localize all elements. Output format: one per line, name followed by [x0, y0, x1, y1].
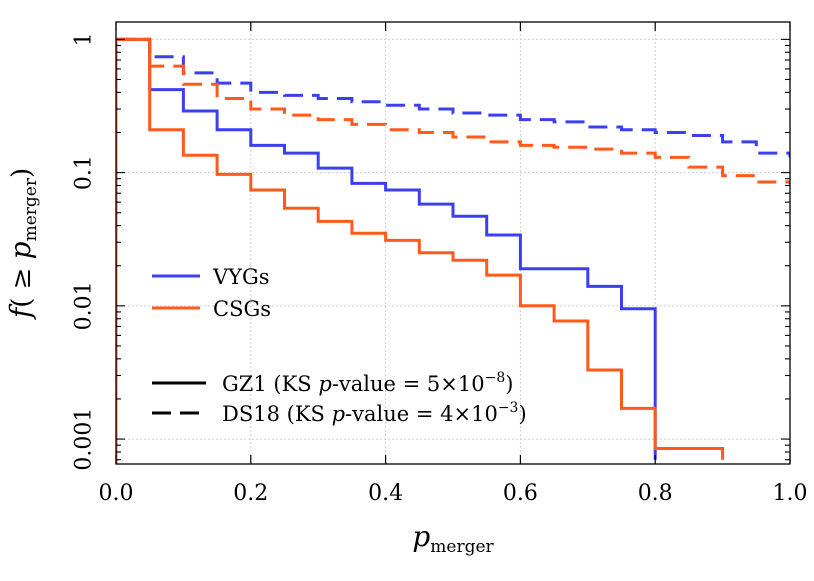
- legend-style-label-part: -value = 5×10: [332, 372, 485, 396]
- tick-labels: 0.0 0.2 0.4 0.6 0.8 1.0 1 0.1 0.01 0.001: [72, 32, 808, 506]
- series-layer: [116, 37, 790, 464]
- x-tick-label: 0.4: [368, 481, 403, 506]
- y-axis-title-open: ( ≥: [7, 259, 37, 307]
- y-tick-label: 0.001: [72, 408, 97, 471]
- y-tick-label: 0.1: [72, 155, 97, 190]
- x-tick-label: 1.0: [773, 481, 808, 506]
- y-axis-title-sub: merger: [21, 177, 41, 241]
- plot-frame: [115, 21, 791, 465]
- x-axis-title-p: p: [412, 520, 430, 553]
- y-tick-label: 1: [72, 32, 97, 46]
- legend-style-label-part: ): [505, 372, 513, 396]
- x-axis-title-sub: merger: [430, 537, 494, 557]
- legend-style-label-part: p: [332, 402, 345, 426]
- series-line: [116, 37, 790, 464]
- y-axis-title-close: ): [7, 168, 37, 178]
- legend-style-label-part: DS18 (KS: [222, 402, 332, 426]
- legend-style-label: DS18 (KS p-value = 4×10−3): [222, 400, 527, 426]
- legend-style-label-part: −3: [498, 400, 519, 416]
- series-line: [116, 37, 790, 464]
- legend-label: CSGs: [213, 297, 271, 321]
- x-tick-label: 0.8: [638, 481, 673, 506]
- legend-style-label-part: ): [518, 402, 526, 426]
- legend-colors: VYGs CSGs: [152, 265, 271, 321]
- x-tick-label: 0.0: [99, 481, 134, 506]
- legend-style-label: GZ1 (KS p-value = 5×10−8): [222, 370, 513, 396]
- legend-style-label-part: −8: [485, 370, 506, 386]
- y-axis-title: f( ≥ pmerger): [4, 168, 41, 320]
- series-line: [116, 37, 725, 464]
- legend-style-label-part: -value = 4×10: [345, 402, 498, 426]
- y-tick-label: 0.01: [72, 281, 97, 330]
- legend-style-label-part: GZ1 (KS: [222, 372, 318, 396]
- x-tick-label: 0.2: [233, 481, 268, 506]
- series-line: [116, 37, 657, 464]
- legend-label: VYGs: [212, 265, 270, 289]
- ticks: [115, 22, 791, 464]
- x-tick-label: 0.6: [503, 481, 538, 506]
- x-axis-title: pmerger: [412, 520, 494, 557]
- legend-styles: GZ1 (KS p-value = 5×10−8)DS18 (KS p-valu…: [152, 370, 527, 426]
- y-axis-title-p: p: [4, 241, 37, 259]
- legend-style-label-part: p: [318, 372, 331, 396]
